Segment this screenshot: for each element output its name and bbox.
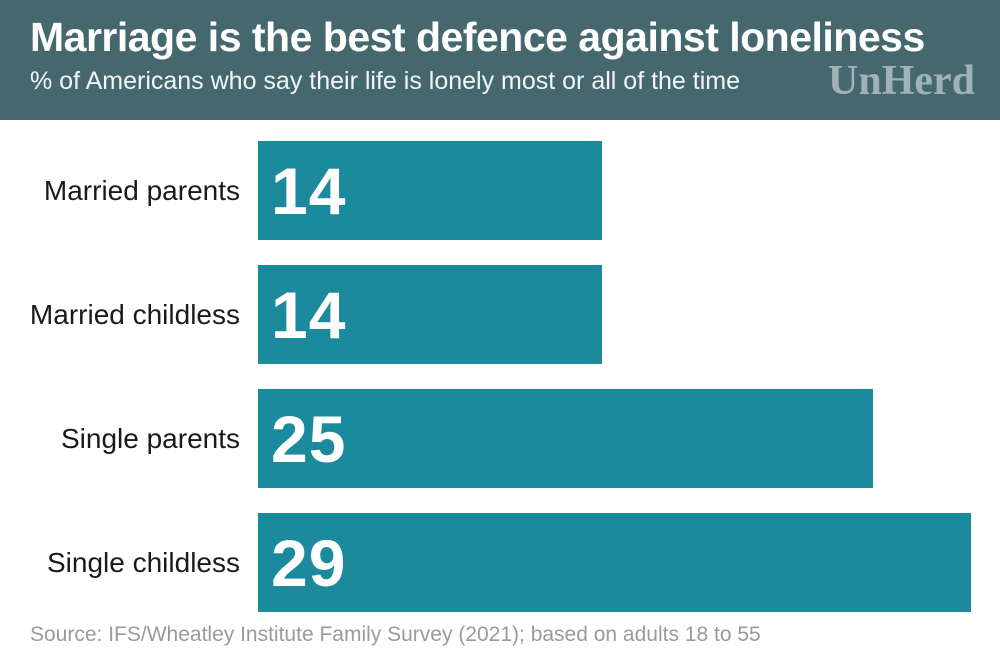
source-note: Source: IFS/Wheatley Institute Family Su… xyxy=(30,623,761,646)
bar: 29 xyxy=(258,513,971,612)
bar: 25 xyxy=(258,389,873,488)
unherd-logo: UnHerd xyxy=(828,58,975,104)
bar: 14 xyxy=(258,141,602,240)
chart-subtitle: % of Americans who say their life is lon… xyxy=(30,67,741,96)
category-label: Married parents xyxy=(43,174,240,206)
value-label: 14 xyxy=(271,153,347,228)
bar: 14 xyxy=(258,265,602,364)
footer: Source: IFS/Wheatley Institute Family Su… xyxy=(0,612,1000,647)
value-label: 29 xyxy=(271,525,347,600)
chart-title: Marriage is the best defence against lon… xyxy=(30,14,925,60)
bar-rows: Married parents 14 Married childless 14 Sing… xyxy=(0,141,1000,612)
category-label: Single childless xyxy=(47,546,240,578)
value-label: 14 xyxy=(271,277,347,352)
category-label: Single parents xyxy=(60,422,240,454)
chart-row: Married childless 14 xyxy=(0,265,1000,364)
chart-row: Single parents 25 xyxy=(0,389,1000,488)
chart-row: Married parents 14 xyxy=(0,141,1000,240)
value-label: 25 xyxy=(271,401,347,476)
category-label: Married childless xyxy=(29,298,240,330)
bar-chart: Married parents 14 Married childless 14 Sing… xyxy=(0,120,1000,612)
chart-row: Single childless 29 xyxy=(0,513,1000,612)
header: Marriage is the best defence against lon… xyxy=(0,0,1000,120)
